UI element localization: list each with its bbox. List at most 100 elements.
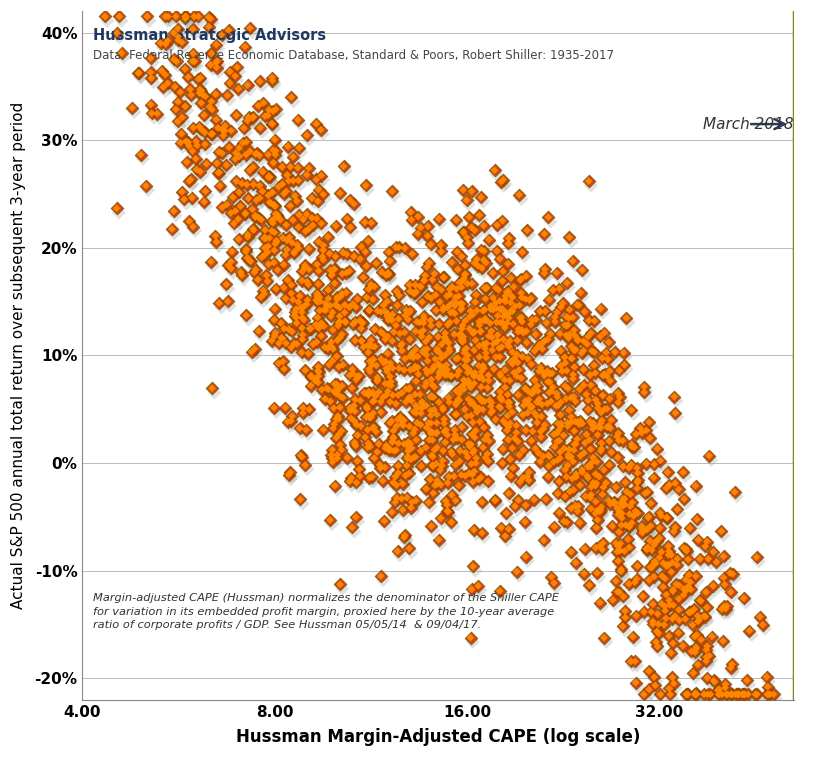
Point <box>189 52 202 64</box>
Point <box>465 221 478 233</box>
Point <box>450 214 463 226</box>
Point <box>700 643 713 656</box>
Point <box>565 546 578 558</box>
Point <box>444 322 457 334</box>
Point <box>469 401 482 413</box>
Point <box>567 484 580 496</box>
Point <box>306 338 319 350</box>
Point <box>533 421 546 433</box>
Point <box>491 310 504 322</box>
Point <box>611 451 624 463</box>
Point <box>668 610 681 622</box>
Point <box>417 407 430 419</box>
Point <box>228 70 241 82</box>
Point <box>608 525 621 537</box>
Point <box>661 466 674 478</box>
Point <box>266 186 279 198</box>
Point <box>302 243 315 255</box>
Point <box>729 572 742 584</box>
Point <box>499 269 512 282</box>
Point <box>439 495 452 507</box>
Point <box>266 186 279 198</box>
Point <box>311 376 324 388</box>
Point <box>367 284 380 296</box>
Point <box>443 503 456 515</box>
Point <box>392 241 405 254</box>
Point <box>654 631 667 643</box>
Point <box>560 519 573 531</box>
Point <box>420 364 433 376</box>
Point <box>693 614 706 626</box>
Point <box>438 349 452 361</box>
Point <box>391 245 404 257</box>
Point <box>399 304 412 316</box>
Point <box>430 304 443 316</box>
Point <box>537 534 550 547</box>
Point <box>448 424 461 436</box>
Point <box>99 11 112 23</box>
Point <box>272 357 285 369</box>
Point <box>420 483 433 495</box>
Point <box>462 394 475 406</box>
Point <box>615 500 628 512</box>
Point <box>694 614 707 626</box>
Point <box>474 393 487 405</box>
Point <box>474 472 487 484</box>
Point <box>482 375 495 387</box>
Point <box>489 297 502 309</box>
Point <box>297 306 310 318</box>
Point <box>509 362 522 374</box>
Point <box>377 310 390 322</box>
Point <box>323 248 336 260</box>
Point <box>651 562 664 574</box>
Point <box>269 327 282 339</box>
Point <box>346 367 359 379</box>
Point <box>385 251 398 263</box>
Point <box>323 248 336 260</box>
Point <box>594 417 607 429</box>
Point <box>292 242 305 254</box>
Point <box>317 334 330 346</box>
Point <box>409 344 422 356</box>
Point <box>253 192 267 204</box>
Point <box>440 359 453 371</box>
Point <box>690 629 703 641</box>
Point <box>302 173 315 185</box>
Point <box>729 688 742 700</box>
Point <box>589 496 602 508</box>
Point <box>660 560 673 572</box>
Point <box>331 385 344 397</box>
Point <box>509 500 522 512</box>
Point <box>613 435 626 447</box>
Point <box>569 344 582 356</box>
Point <box>597 449 610 461</box>
Point <box>575 466 588 478</box>
Point <box>328 277 341 289</box>
Point <box>331 303 344 315</box>
Point <box>610 500 623 512</box>
Point <box>445 257 458 269</box>
Point <box>513 476 526 488</box>
Point <box>350 301 363 313</box>
Point <box>626 493 639 505</box>
Point <box>394 411 407 423</box>
Point <box>293 243 306 255</box>
Point <box>511 435 524 447</box>
Point <box>477 441 490 453</box>
Point <box>519 394 532 407</box>
Point <box>527 494 540 506</box>
Point <box>333 453 346 465</box>
Point <box>614 497 627 509</box>
Point <box>582 460 595 472</box>
Point <box>411 283 424 295</box>
Point <box>408 363 421 375</box>
Point <box>534 451 547 463</box>
Point <box>518 316 531 328</box>
Point <box>763 688 776 700</box>
Point <box>374 396 387 408</box>
Point <box>216 201 229 213</box>
Point <box>707 546 720 558</box>
Point <box>167 26 180 39</box>
Point <box>591 504 604 516</box>
Point <box>625 517 638 529</box>
